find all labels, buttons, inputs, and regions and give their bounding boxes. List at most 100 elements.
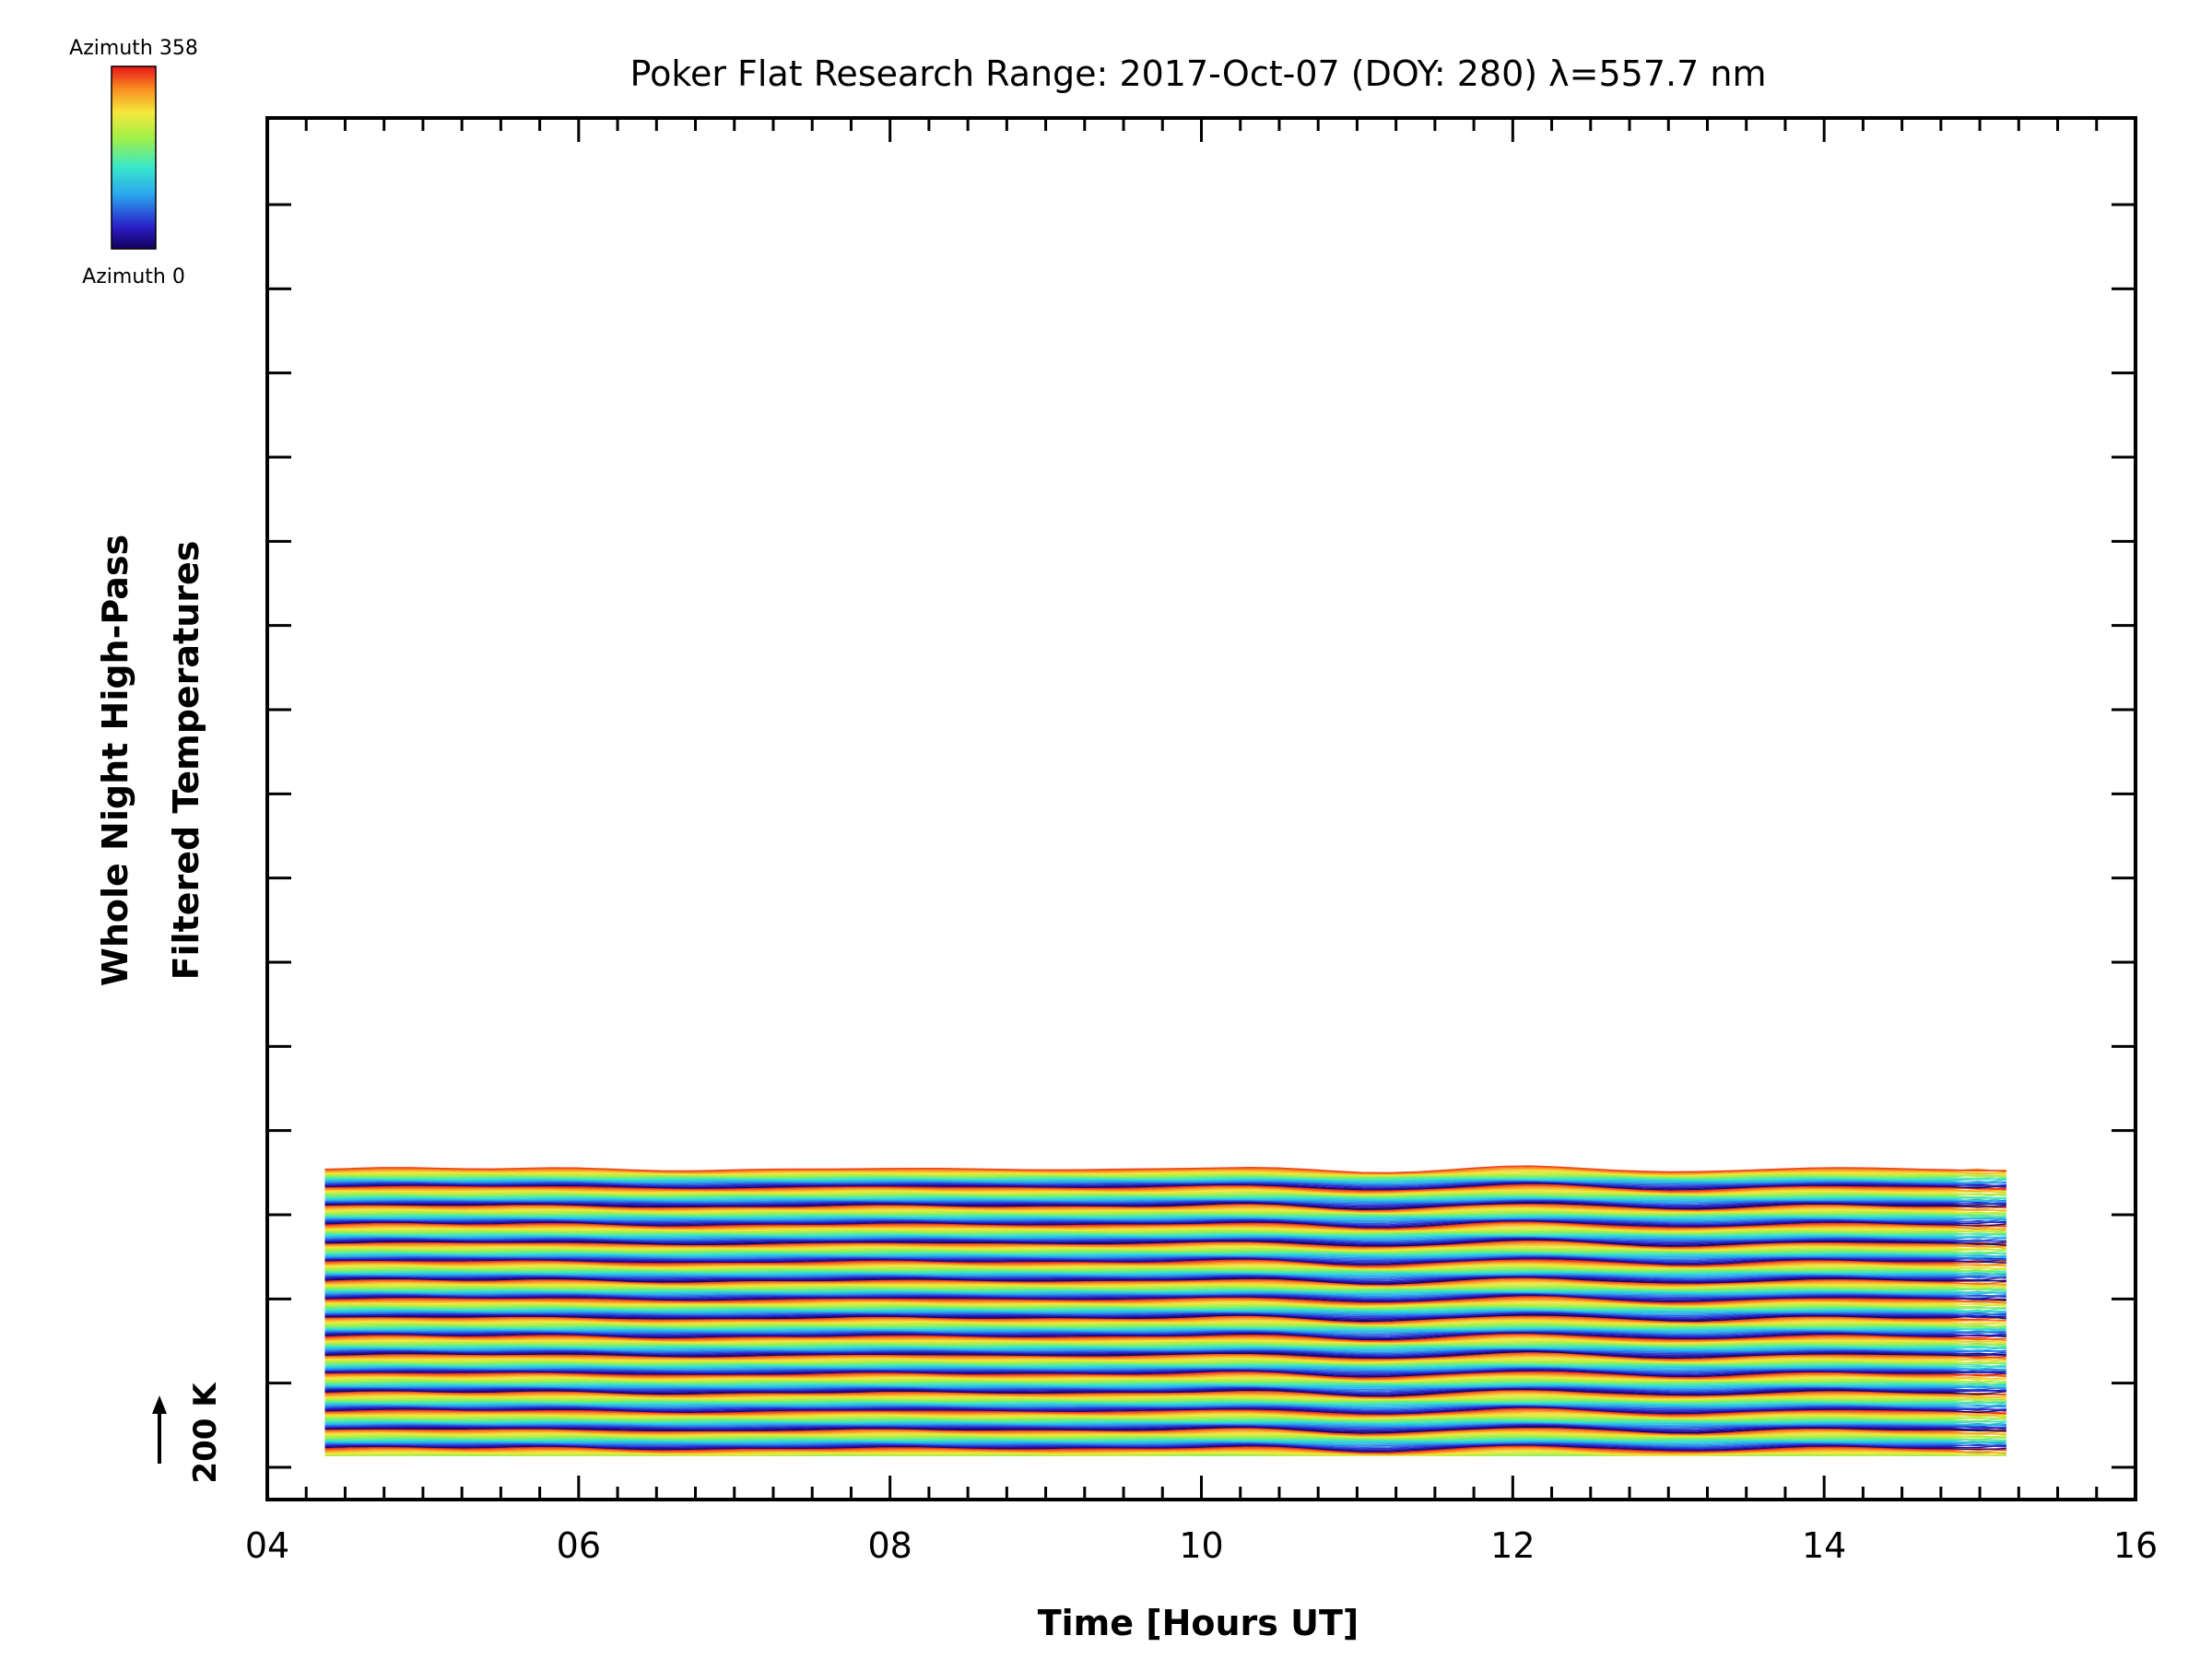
series-line <box>324 1195 2006 1200</box>
series-line <box>324 1198 2006 1204</box>
series-line <box>324 1348 2006 1356</box>
series-line <box>324 1365 2006 1371</box>
series-line <box>324 1236 2006 1243</box>
series-line <box>324 1220 2006 1229</box>
series-line <box>324 1342 2006 1347</box>
series-line <box>324 1406 2006 1415</box>
series-line <box>324 1180 2006 1187</box>
series-line <box>324 1305 2006 1310</box>
series-line <box>324 1185 2006 1194</box>
series-line <box>324 1349 2006 1359</box>
series-line <box>324 1241 2006 1249</box>
series-line <box>324 1386 2006 1394</box>
series-line <box>324 1340 2006 1346</box>
series-line <box>324 1187 2006 1194</box>
series-line <box>324 1359 2006 1364</box>
series-line <box>324 1423 2006 1430</box>
series-line <box>324 1193 2006 1197</box>
series-line <box>324 1329 2006 1334</box>
series-line <box>324 1179 2006 1185</box>
series-line <box>324 1170 2006 1176</box>
series-line <box>324 1301 2006 1307</box>
series-line <box>324 1444 2006 1453</box>
series-line <box>324 1282 2006 1288</box>
series-line <box>324 1196 2006 1202</box>
series-line <box>324 1358 2006 1363</box>
series-line <box>324 1330 2006 1337</box>
series-line <box>324 1223 2006 1231</box>
scale-arrow-head <box>152 1395 167 1414</box>
series-line <box>324 1174 2006 1179</box>
series-line <box>324 1406 2006 1414</box>
series-line <box>324 1211 2006 1216</box>
series-line <box>324 1417 2006 1421</box>
series-line <box>324 1422 2006 1429</box>
x-tick-label: 16 <box>2113 1525 2158 1566</box>
series-line <box>324 1453 2006 1456</box>
series-line <box>324 1191 2006 1196</box>
series-line <box>324 1253 2006 1258</box>
colorbar-gradient <box>111 65 157 250</box>
series-line <box>325 1458 2006 1461</box>
series-line <box>324 1401 2006 1405</box>
series-line <box>324 1400 2006 1404</box>
series-line <box>324 1343 2006 1347</box>
series-line <box>325 1461 2006 1465</box>
series-line <box>324 1335 2006 1343</box>
series-line <box>324 1240 2006 1248</box>
series-line <box>324 1438 2006 1442</box>
series-line <box>324 1349 2006 1358</box>
series-line <box>324 1398 2006 1403</box>
series-line <box>324 1397 2006 1402</box>
series-line <box>324 1443 2006 1451</box>
series-line <box>324 1251 2006 1255</box>
series-line <box>324 1385 2006 1392</box>
series-line <box>324 1440 2006 1444</box>
series-line <box>324 1309 2006 1314</box>
series-line <box>324 1232 2006 1237</box>
series-line <box>324 1421 2006 1427</box>
series-line <box>324 1419 2006 1423</box>
series-line <box>324 1405 2006 1413</box>
series-line <box>324 1188 2006 1194</box>
series-line <box>324 1453 2006 1456</box>
series-line <box>324 1328 2006 1333</box>
colorbar-top-label: Azimuth 358 <box>69 37 198 60</box>
series-line <box>324 1385 2006 1391</box>
series-line <box>324 1404 2006 1410</box>
series-line <box>324 1354 2006 1361</box>
x-tick-labels: 04 06 08 10 12 14 16 <box>245 1525 2158 1566</box>
series-line <box>324 1273 2006 1278</box>
series-line <box>324 1451 2006 1456</box>
series-line <box>324 1437 2006 1441</box>
series-line <box>324 1298 2006 1305</box>
series-line <box>324 1370 2006 1378</box>
series-line <box>324 1347 2006 1355</box>
series-line <box>324 1391 2006 1399</box>
x-tick-label: 14 <box>1802 1525 1846 1566</box>
series-line <box>325 1462 2006 1467</box>
series-line <box>324 1221 2006 1230</box>
series-line <box>324 1343 2006 1348</box>
series-line <box>324 1279 2006 1287</box>
series-line <box>324 1332 2006 1341</box>
series-line <box>324 1190 2006 1195</box>
series-line <box>324 1303 2006 1309</box>
series-line <box>324 1183 2006 1192</box>
series-line <box>324 1255 2006 1263</box>
series-line <box>324 1284 2006 1289</box>
series-line <box>324 1310 2006 1316</box>
series-line <box>324 1269 2006 1274</box>
series-line <box>324 1204 2006 1212</box>
series-line <box>324 1418 2006 1422</box>
series-line <box>324 1382 2006 1387</box>
series-line <box>324 1212 2006 1216</box>
series-line <box>324 1276 2006 1284</box>
series-line <box>324 1177 2006 1181</box>
series-line <box>324 1364 2006 1369</box>
series-line <box>324 1232 2006 1237</box>
series-line <box>324 1380 2006 1384</box>
scale-indicator: 200 K <box>152 1382 224 1484</box>
series-line <box>324 1293 2006 1301</box>
series-line <box>324 1243 2006 1250</box>
